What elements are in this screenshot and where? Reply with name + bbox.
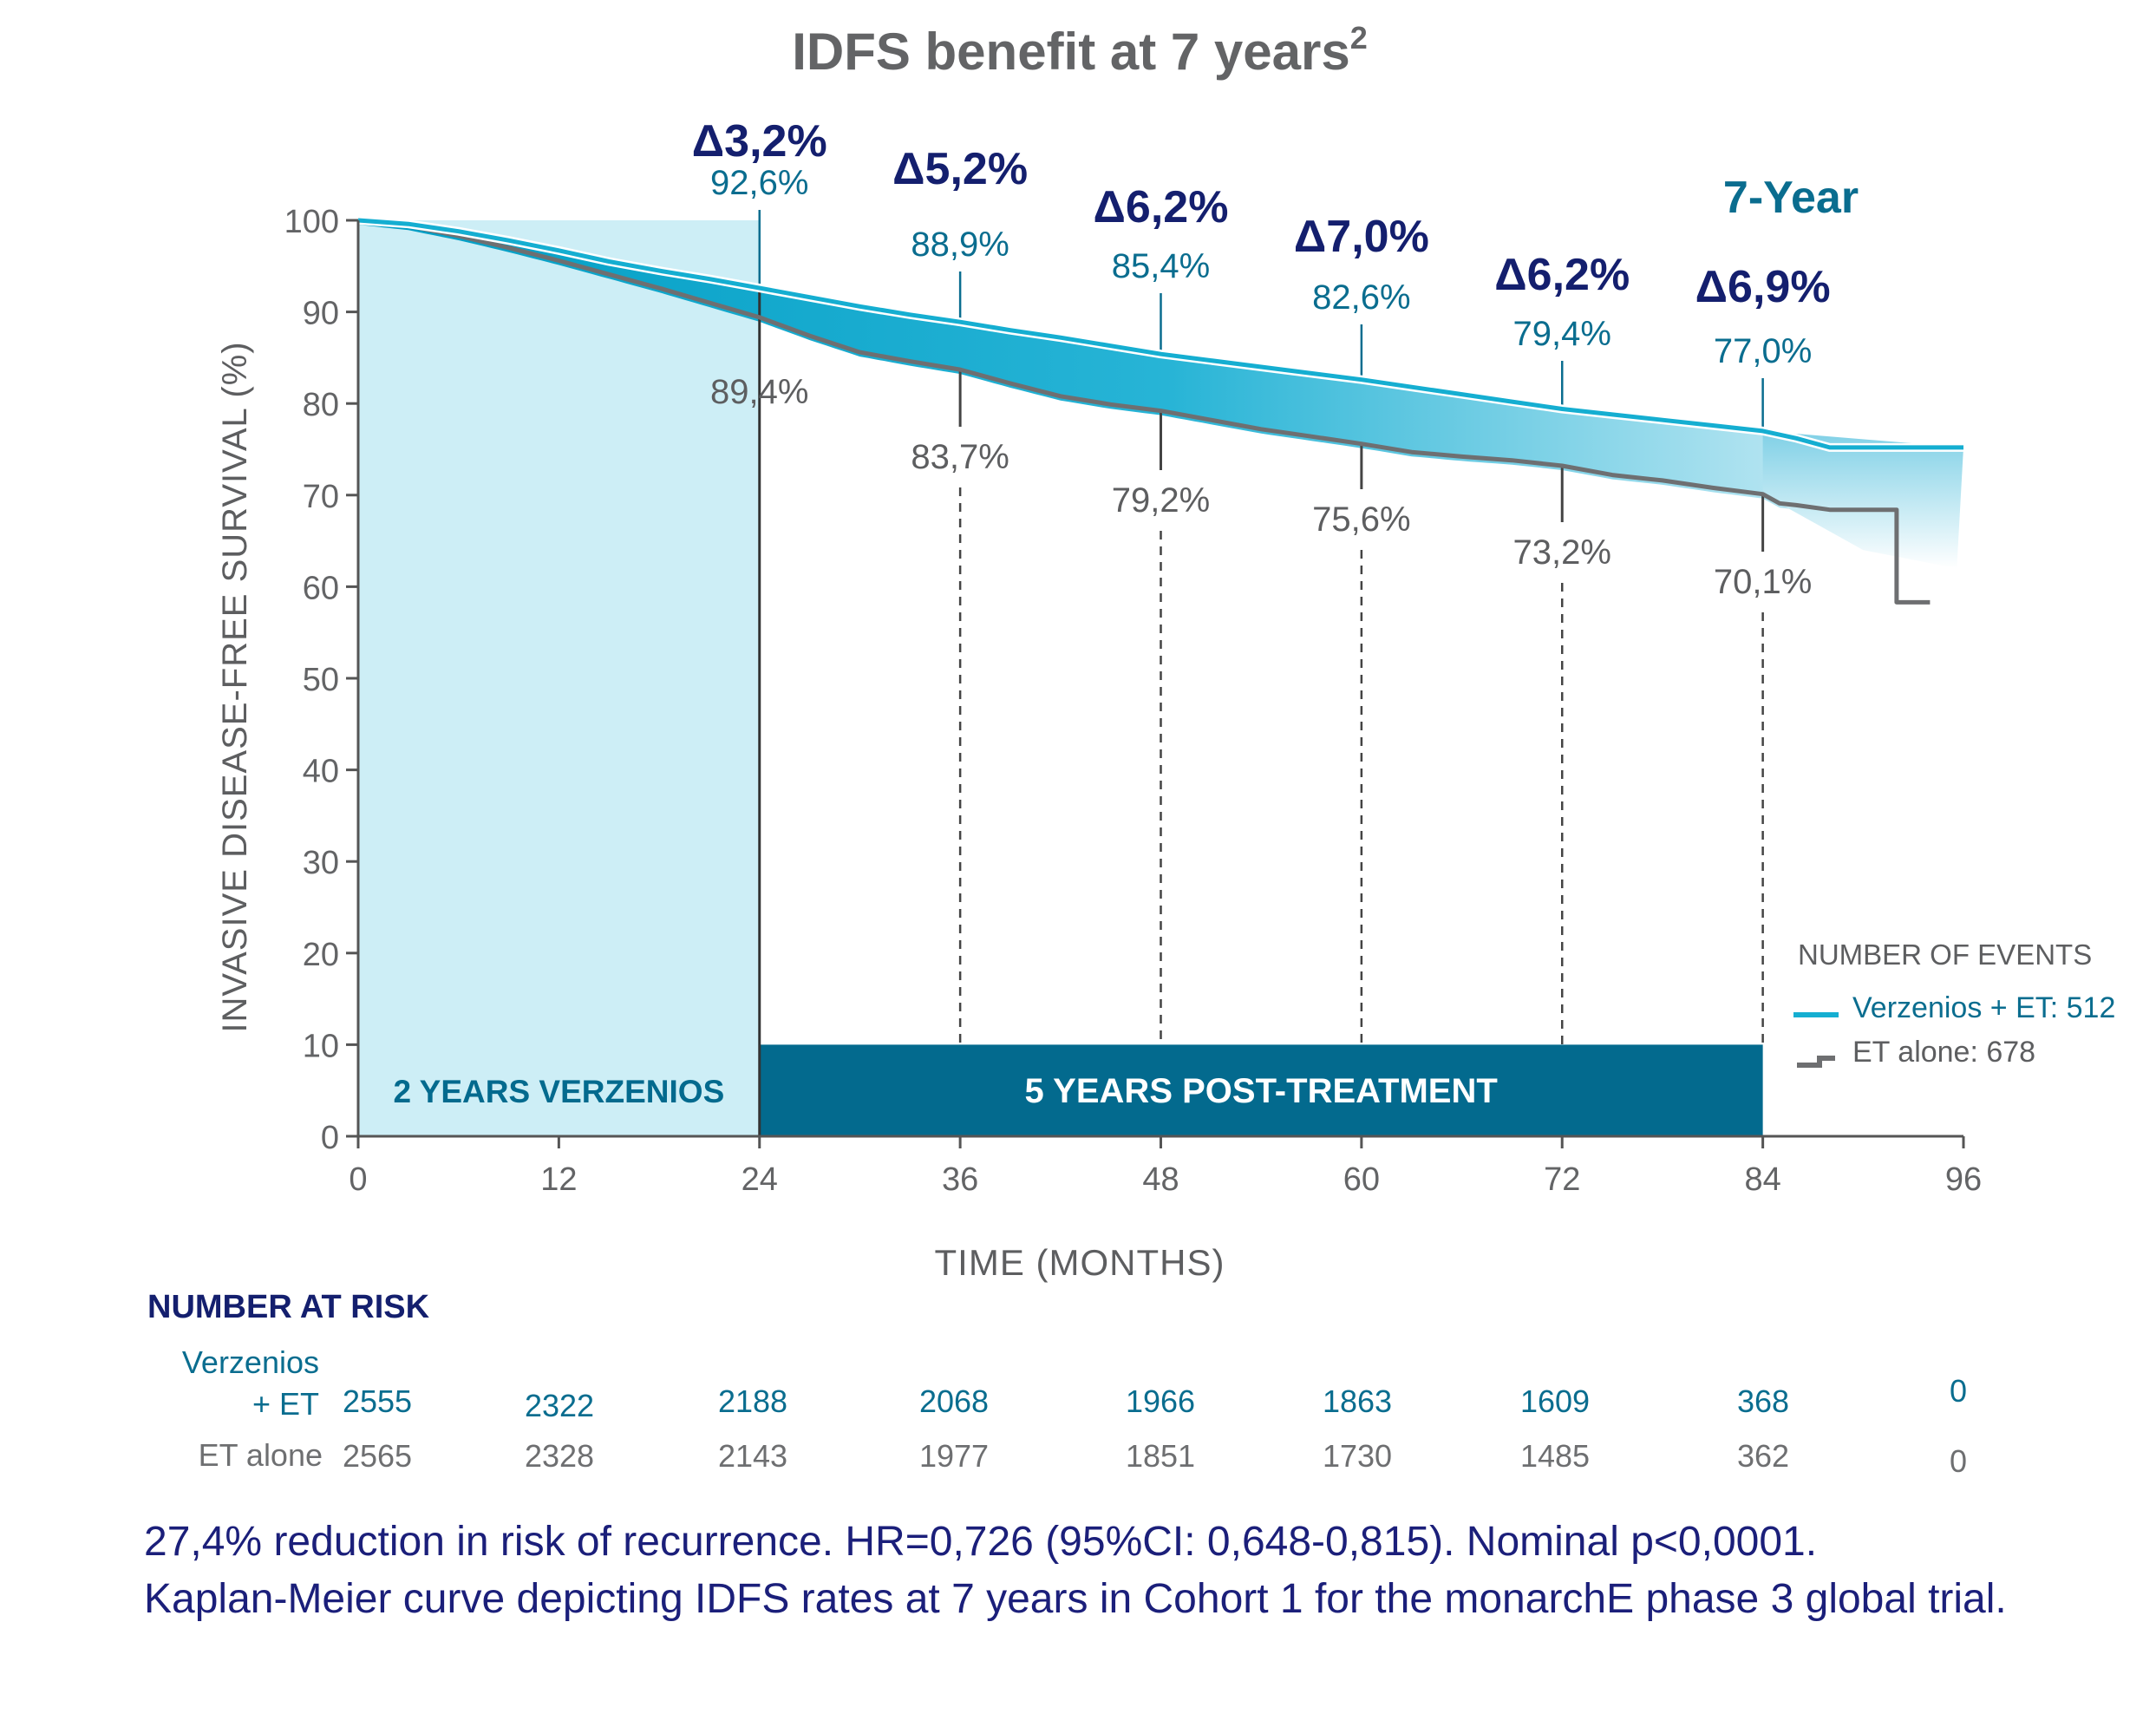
risk-value-et-alone: 2143 [718,1438,787,1474]
y-tick-label: 30 [303,845,339,881]
legend: NUMBER OF EVENTS Verzenios + ET: 512 ET … [1793,938,2115,1069]
verzenios-value-label: 92,6% [710,164,808,202]
et-value-label: 83,7% [911,438,1009,476]
risk-value-verzenios: 2322 [525,1388,594,1423]
survival-gap-area [358,220,1830,514]
x-tick-label: 36 [942,1161,978,1198]
x-tick-label: 84 [1744,1161,1780,1198]
x-tick-label: 12 [540,1161,577,1198]
y-tick-label: 60 [303,570,339,606]
risk-row-label-verzenios-line2: + ET [252,1386,319,1422]
risk-value-verzenios: 2555 [343,1383,412,1419]
y-tick-label: 80 [303,387,339,423]
axes: 0 10 20 30 40 50 60 70 80 90 100 0 12 24 36 48 60 72 84 96 [284,204,1983,1198]
post-treatment-band [759,1044,1763,1136]
et-value-label: 70,1% [1714,563,1812,601]
risk-value-et-alone: 2565 [343,1438,412,1474]
verzenios-value-label: 88,9% [911,226,1009,264]
footnote: 27,4% reduction in risk of recurrence. H… [144,1514,2121,1628]
y-tick-label: 20 [303,937,339,973]
y-tick-label: 0 [321,1120,339,1156]
delta-label: Δ5,2% [892,144,1028,194]
risk-value-et-alone: 362 [1737,1438,1789,1474]
y-tick-label: 50 [303,662,339,698]
delta-label: Δ6,2% [1094,182,1229,232]
y-tick-label: 90 [303,296,339,332]
risk-value-verzenios: 2068 [919,1383,989,1419]
verzenios-value-label: 85,4% [1112,247,1210,285]
x-tick-label: 72 [1544,1161,1580,1198]
series-line-et-alone [357,218,1931,605]
risk-value-verzenios: 368 [1737,1383,1789,1419]
x-tick-label: 60 [1343,1161,1380,1198]
landmark-guides [758,210,1765,1136]
y-tick-label: 40 [303,754,339,790]
et-value-label: 89,4% [710,373,808,411]
verzenios-value-label: 82,6% [1312,278,1410,317]
series-line-verzenios [357,218,1963,450]
risk-value-verzenios: 0 [1950,1373,1967,1409]
two-year-region [358,220,760,1136]
risk-value-verzenios: 1609 [1520,1383,1590,1419]
risk-value-et-alone: 1485 [1520,1438,1590,1474]
risk-value-et-alone: 1851 [1126,1438,1195,1474]
landmark-annotations: Δ3,2%92,6% 89,4% Δ5,2% 88,9% 83,7% Δ6,2% 85,4%… [692,116,1831,601]
post-treatment-band-label: 5 YEARS POST-TREATMENT [1025,1072,1498,1110]
risk-value-et-alone: 1730 [1323,1438,1392,1474]
risk-table-title: NUMBER AT RISK [147,1289,430,1325]
risk-table: NUMBER AT RISK Verzenios + ET ET alone 2… [147,1289,1967,1479]
x-tick-label: 96 [1945,1161,1982,1198]
chart-title-text: IDFS benefit at 7 years [792,23,1350,81]
chart-title: IDFS benefit at 7 years2 [792,20,1368,81]
delta-label: Δ6,9% [1695,262,1831,312]
risk-row-label-et-alone: ET alone [199,1437,323,1473]
y-axis-label: INVASIVE DISEASE-FREE SURVIVAL (%) [216,341,254,1032]
x-tick-label: 0 [349,1161,367,1198]
x-tick-label: 24 [742,1161,778,1198]
legend-entry-et-alone: ET alone: 678 [1852,1036,2035,1069]
et-value-label: 75,6% [1312,500,1410,539]
footnote-line-2: Kaplan-Meier curve depicting IDFS rates … [144,1576,2007,1622]
risk-value-et-alone: 2328 [525,1438,594,1474]
et-value-label: 73,2% [1513,533,1611,572]
delta-label: Δ3,2% [692,116,827,167]
verzenios-value-label: 77,0% [1714,332,1812,370]
legend-title: NUMBER OF EVENTS [1798,938,2092,971]
x-axis-label: TIME (MONTHS) [935,1242,1225,1283]
legend-entry-verzenios: Verzenios + ET: 512 [1852,991,2115,1024]
risk-value-et-alone: 1977 [919,1438,989,1474]
seven-year-header: 7-Year [1723,173,1859,223]
legend-swatch-et-alone [1797,1056,1835,1068]
risk-value-et-alone: 0 [1950,1443,1967,1479]
y-tick-label: 100 [284,204,339,240]
survival-gap-tail [1762,430,1963,569]
x-tick-label: 48 [1142,1161,1179,1198]
two-year-region-label: 2 YEARS VERZENIOS [393,1074,724,1109]
risk-value-verzenios: 1863 [1323,1383,1392,1419]
verzenios-value-label: 79,4% [1513,315,1611,353]
chart-title-superscript: 2 [1350,20,1368,56]
et-value-label: 79,2% [1112,481,1210,520]
y-tick-label: 10 [303,1028,339,1064]
delta-label: Δ6,2% [1494,250,1630,300]
footnote-line-1: 27,4% reduction in risk of recurrence. H… [144,1519,1818,1565]
y-tick-label: 70 [303,479,339,515]
risk-value-verzenios: 2188 [718,1383,787,1419]
risk-row-label-verzenios-line1: Verzenios [182,1344,319,1380]
delta-label: Δ7,0% [1294,212,1429,262]
risk-value-verzenios: 1966 [1126,1383,1195,1419]
